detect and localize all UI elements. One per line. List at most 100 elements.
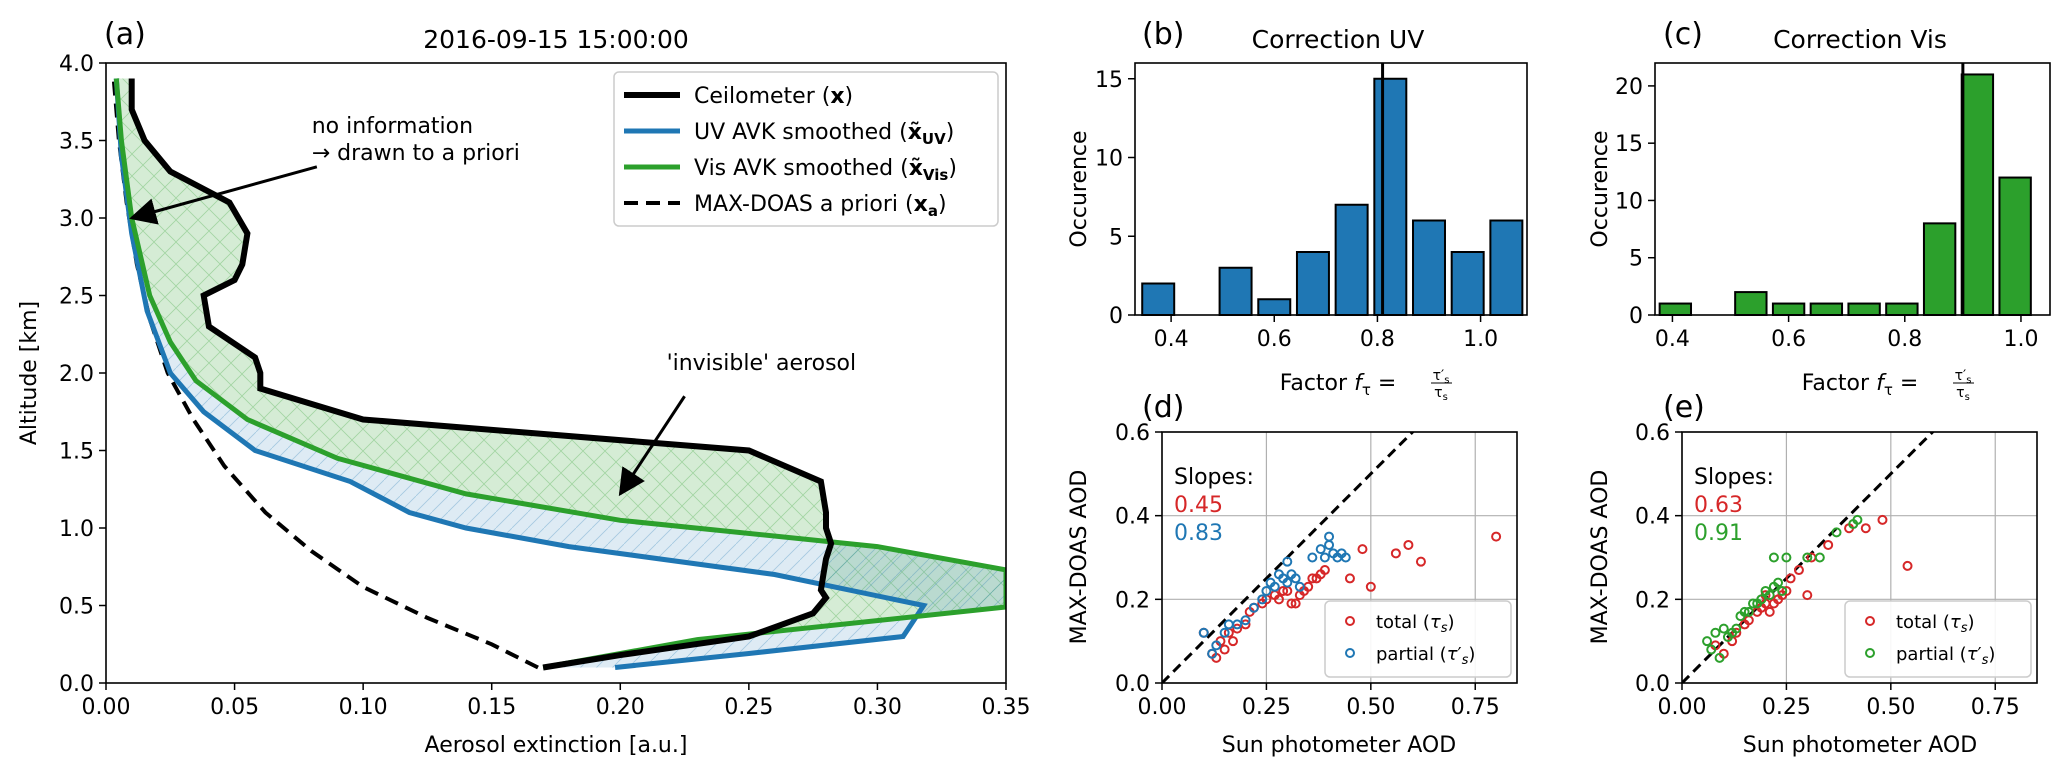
d-ytick-label: 0.6 bbox=[1115, 421, 1150, 446]
svg-text:partial (τ′s): partial (τ′s) bbox=[1896, 644, 1995, 668]
c-xtick-label: 0.6 bbox=[1771, 327, 1806, 352]
e-point-total bbox=[1793, 565, 1804, 576]
b-ytick-label: 5 bbox=[1109, 225, 1123, 250]
svg-text:total (τs): total (τs) bbox=[1896, 612, 1975, 636]
d-ytick-label: 0.0 bbox=[1115, 672, 1150, 697]
annotation-no-information: no information → drawn to a priori bbox=[129, 114, 520, 225]
d-point-partial bbox=[1324, 539, 1335, 550]
d-point-partial bbox=[1340, 552, 1351, 563]
vis-smoothed-profile-line bbox=[113, 78, 1006, 670]
e-point-partial bbox=[1802, 552, 1813, 563]
a-ytick-label: 3.5 bbox=[59, 130, 94, 155]
c-histogram-bar bbox=[1734, 291, 1768, 317]
a-xtick-label: 0.20 bbox=[596, 695, 645, 720]
d-point-total bbox=[1219, 644, 1230, 655]
e-point-partial bbox=[1756, 594, 1767, 605]
c-histogram-bar bbox=[1658, 302, 1693, 316]
panel-e-xlabel: Sun photometer AOD bbox=[1743, 733, 1977, 758]
panel-a-legend: Ceilometer (x) UV AVK smoothed (x̃UV) Vi… bbox=[613, 71, 999, 227]
legend-entry-ceilometer: Ceilometer (x) bbox=[624, 84, 853, 109]
panel-b-title: Correction UV bbox=[1252, 25, 1425, 54]
panel-d-ylabel: MAX-DOAS AOD bbox=[1067, 470, 1092, 645]
panel-b-label: (b) bbox=[1142, 17, 1184, 52]
e-point-partial bbox=[1768, 552, 1779, 563]
d-xtick-label: 0.75 bbox=[1451, 695, 1500, 720]
panel-d-legend: total (τs) partial (τ′s) bbox=[1324, 600, 1512, 678]
c-ytick-label: 15 bbox=[1615, 132, 1643, 157]
d-point-partial bbox=[1282, 577, 1293, 588]
panel-a-title: 2016-09-15 15:00:00 bbox=[423, 25, 689, 54]
b-histogram-bar bbox=[1373, 77, 1408, 316]
e-point-total bbox=[1877, 514, 1888, 525]
e-point-total bbox=[1731, 627, 1742, 638]
legend-entry-uv-smoothed: UV AVK smoothed (x̃UV) bbox=[624, 120, 954, 148]
a-xtick-label: 0.30 bbox=[853, 695, 902, 720]
c-ytick-label: 20 bbox=[1615, 75, 1643, 100]
e-xtick-label: 0.00 bbox=[1658, 695, 1707, 720]
panel-d-one-to-one-line bbox=[1162, 432, 1415, 683]
e-point-partial bbox=[1706, 644, 1717, 655]
e-point-partial bbox=[1743, 606, 1754, 617]
panel-b-xlabel-fraction: τ′s τs bbox=[1431, 368, 1452, 403]
c-histogram-bar bbox=[1922, 222, 1957, 316]
d-point-partial bbox=[1261, 585, 1272, 596]
panel-d-slope-partial: 0.83 bbox=[1174, 521, 1223, 546]
panel-e-frame bbox=[1681, 431, 2038, 684]
d-point-total bbox=[1290, 598, 1301, 609]
e-point-partial bbox=[1773, 577, 1784, 588]
d-point-partial bbox=[1324, 531, 1335, 542]
invisible-aerosol-arrow bbox=[618, 395, 686, 497]
c-xtick-label: 1.0 bbox=[2003, 327, 2038, 352]
a-ytick-label: 2.0 bbox=[59, 362, 94, 387]
e-xtick-label: 0.25 bbox=[1762, 695, 1811, 720]
svg-text:τs: τs bbox=[1956, 385, 1970, 403]
c-histogram-bar bbox=[1771, 302, 1806, 316]
d-point-total bbox=[1228, 636, 1238, 647]
e-point-partial bbox=[1814, 552, 1825, 563]
e-point-total bbox=[1781, 585, 1792, 596]
d-point-total bbox=[1286, 598, 1297, 609]
c-histogram-bar bbox=[1885, 302, 1919, 316]
e-ytick-label: 0.0 bbox=[1635, 672, 1670, 697]
panel-b-xlabel: Factor fτ = bbox=[1280, 371, 1397, 399]
panel-c-xlabel-fraction: τ′s τs bbox=[1953, 368, 1974, 403]
panel-c-frame bbox=[1654, 62, 2051, 316]
a-ytick-label: 1.5 bbox=[59, 440, 94, 465]
d-point-partial bbox=[1315, 544, 1326, 555]
e-xtick-label: 0.75 bbox=[1971, 695, 2020, 720]
panel-d-xlabel: Sun photometer AOD bbox=[1222, 733, 1456, 758]
ceilometer-vis-difference-hatch bbox=[116, 78, 1006, 668]
b-histogram-bar bbox=[1489, 219, 1524, 316]
panel-a-label: (a) bbox=[104, 17, 146, 52]
e-ytick-label: 0.2 bbox=[1635, 588, 1670, 613]
svg-text:Ceilometer (x): Ceilometer (x) bbox=[694, 84, 853, 109]
d-ytick-label: 0.2 bbox=[1115, 588, 1150, 613]
ceilometer-profile-line bbox=[128, 78, 835, 671]
panel-e-ylabel: MAX-DOAS AOD bbox=[1588, 470, 1613, 645]
a-xtick-label: 0.05 bbox=[210, 695, 259, 720]
c-histogram-bar bbox=[1998, 176, 2032, 316]
c-xtick-label: 0.4 bbox=[1655, 327, 1690, 352]
d-point-total bbox=[1344, 573, 1355, 584]
svg-text:total (τs): total (τs) bbox=[1376, 612, 1455, 636]
svg-text:τs: τs bbox=[1434, 385, 1448, 403]
legend-entry-apriori: MAX-DOAS a priori (xa) bbox=[624, 192, 947, 220]
e-point-partial bbox=[1739, 606, 1750, 617]
e-point-total bbox=[1764, 606, 1775, 617]
panel-e-label: (e) bbox=[1663, 390, 1705, 425]
b-histogram-bar bbox=[1141, 282, 1176, 316]
d-point-partial bbox=[1307, 552, 1318, 563]
a-ytick-label: 0.5 bbox=[59, 595, 94, 620]
b-histogram-bar bbox=[1295, 251, 1330, 316]
c-ytick-label: 5 bbox=[1629, 247, 1643, 272]
e-point-total bbox=[1785, 573, 1796, 584]
c-histogram-bar bbox=[1847, 302, 1881, 316]
d-point-partial bbox=[1282, 556, 1293, 567]
a-ytick-label: 0.0 bbox=[59, 672, 94, 697]
svg-text:MAX-DOAS a priori (xa): MAX-DOAS a priori (xa) bbox=[694, 192, 947, 220]
d-point-total bbox=[1232, 623, 1243, 634]
panel-d-frame bbox=[1161, 431, 1518, 684]
a-ytick-label: 1.0 bbox=[59, 517, 94, 542]
a-ytick-label: 3.0 bbox=[59, 207, 94, 232]
d-point-partial bbox=[1207, 648, 1218, 659]
